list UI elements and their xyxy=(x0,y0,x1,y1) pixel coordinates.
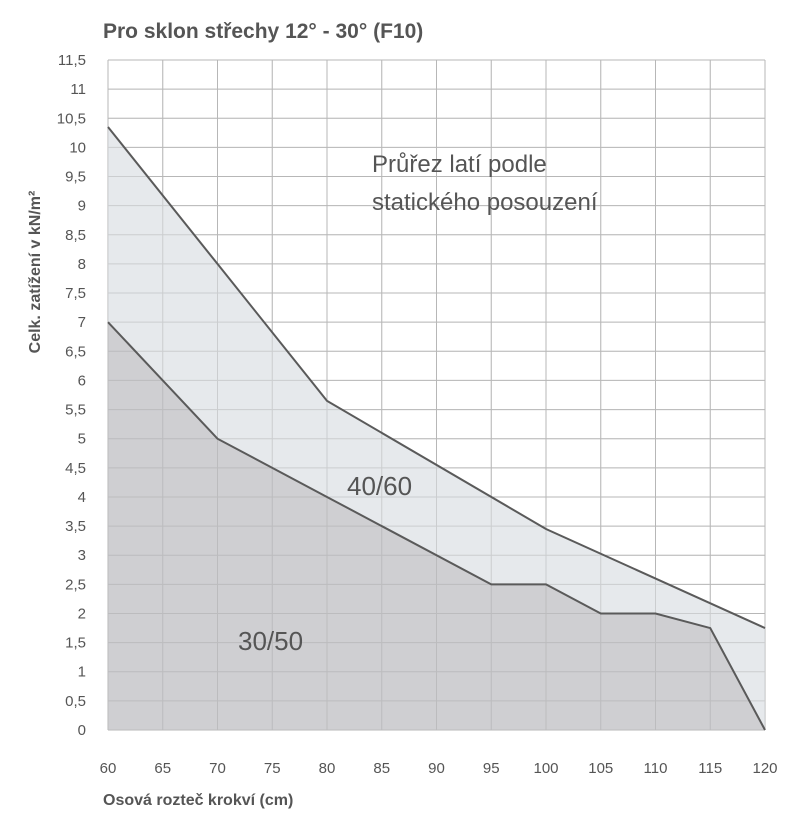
x-tick-label: 80 xyxy=(319,760,336,777)
annotation-line-2: statického posouzení xyxy=(372,189,598,216)
series-lines xyxy=(107,126,766,731)
series-areas xyxy=(107,59,766,731)
y-tick-label: 0 xyxy=(78,722,86,739)
x-tick-label: 75 xyxy=(264,760,281,777)
x-tick-label: 120 xyxy=(752,760,777,777)
x-tick-label: 100 xyxy=(533,760,558,777)
x-tick-label: 95 xyxy=(483,760,500,777)
y-tick-label: 3 xyxy=(78,547,86,564)
y-tick-label: 4,5 xyxy=(65,460,86,477)
y-tick-label: 8,5 xyxy=(65,227,86,244)
x-tick-label: 85 xyxy=(373,760,390,777)
series-label-40-60: 40/60 xyxy=(347,471,412,501)
x-tick-label: 65 xyxy=(154,760,171,777)
y-tick-label: 2 xyxy=(78,605,86,622)
y-tick-label: 8 xyxy=(78,256,86,273)
y-tick-label: 1 xyxy=(78,664,86,681)
y-axis-title: Celk. zatížení v kN/m² xyxy=(27,191,44,354)
y-tick-label: 9 xyxy=(78,198,86,215)
y-tick-label: 9,5 xyxy=(65,169,86,186)
y-tick-label: 11,5 xyxy=(58,52,86,69)
y-tick-label: 5,5 xyxy=(65,402,86,419)
y-tick-label: 5 xyxy=(78,431,86,448)
y-tick-label: 0,5 xyxy=(65,693,86,710)
y-tick-label: 3,5 xyxy=(65,518,86,535)
y-tick-label: 1,5 xyxy=(65,635,86,652)
x-tick-label: 105 xyxy=(588,760,613,777)
x-tick-label: 60 xyxy=(100,760,117,777)
x-axis-ticks: 60 65 70 75 80 85 90 95 100 105 110 115 120 xyxy=(100,760,778,777)
x-axis-title: Osová rozteč krokví (cm) xyxy=(103,792,293,809)
annotation-line-1: Průřez latí podle xyxy=(372,151,547,178)
x-tick-label: 115 xyxy=(698,760,722,777)
y-tick-label: 7 xyxy=(78,314,86,331)
chart-title: Pro sklon střechy 12° - 30° (F10) xyxy=(103,20,423,43)
y-axis-ticks: 00,511,522,533,544,555,566,577,588,599,5… xyxy=(57,52,86,739)
area-30-50 xyxy=(108,322,765,730)
y-tick-label: 7,5 xyxy=(65,285,86,302)
y-tick-label: 6,5 xyxy=(65,343,86,360)
y-tick-label: 10,5 xyxy=(57,110,86,127)
x-tick-label: 70 xyxy=(209,760,226,777)
y-tick-label: 10 xyxy=(69,139,86,156)
line-40-60 xyxy=(107,126,766,629)
series-label-30-50: 30/50 xyxy=(238,626,303,656)
x-tick-label: 90 xyxy=(428,760,445,777)
line-30-50 xyxy=(107,321,766,731)
y-tick-label: 11 xyxy=(70,81,86,98)
grid-overlay xyxy=(107,59,766,731)
y-tick-label: 2,5 xyxy=(65,576,86,593)
y-tick-label: 6 xyxy=(78,372,86,389)
x-tick-label: 110 xyxy=(644,760,668,777)
y-tick-label: 4 xyxy=(78,489,86,506)
